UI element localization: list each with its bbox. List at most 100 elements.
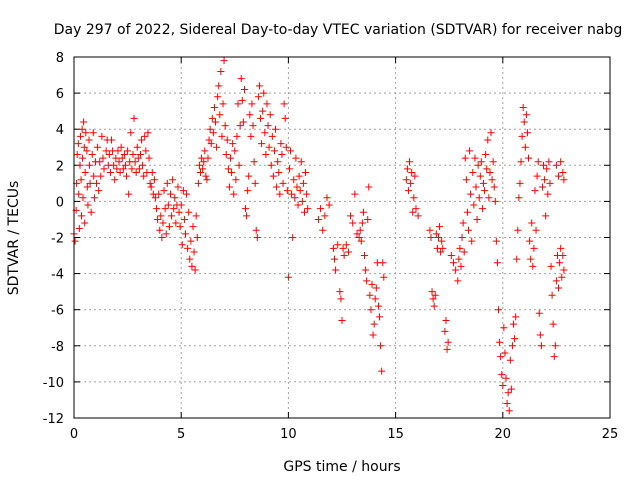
data-point <box>557 158 565 166</box>
data-point <box>138 136 146 144</box>
data-point <box>427 234 435 241</box>
data-point <box>502 374 510 382</box>
data-point <box>443 345 451 353</box>
data-point <box>86 179 94 187</box>
data-point <box>534 158 542 166</box>
data-point <box>447 252 455 260</box>
y-tick-label: -12 <box>43 412 64 427</box>
data-point <box>454 277 462 285</box>
data-point <box>99 154 107 162</box>
data-point <box>221 122 229 130</box>
data-point <box>513 255 521 263</box>
data-point <box>459 219 467 227</box>
data-point <box>127 129 135 137</box>
data-point <box>252 226 260 234</box>
data-point <box>262 150 270 158</box>
data-point <box>232 176 240 184</box>
data-point <box>231 147 239 155</box>
data-point <box>215 82 223 90</box>
data-point <box>458 234 466 241</box>
data-point <box>140 172 148 180</box>
data-point <box>121 161 129 169</box>
x-axis-label: GPS time / hours <box>283 459 400 475</box>
data-point <box>187 237 195 245</box>
data-point <box>261 129 269 137</box>
data-point <box>409 208 417 216</box>
data-point <box>191 266 199 274</box>
data-point <box>340 252 348 260</box>
data-point <box>295 172 303 180</box>
data-point <box>79 154 87 162</box>
data-points <box>70 57 568 415</box>
data-point <box>123 172 131 180</box>
data-point <box>442 317 450 325</box>
data-point <box>527 255 535 263</box>
data-point <box>263 100 271 108</box>
data-point <box>112 154 120 162</box>
data-point <box>203 176 211 184</box>
data-point <box>362 266 370 274</box>
data-point <box>552 161 560 169</box>
data-point <box>473 215 481 223</box>
data-point <box>290 176 298 184</box>
data-point <box>529 262 537 270</box>
data-point <box>339 244 347 252</box>
data-point <box>93 179 101 187</box>
data-point <box>131 158 139 166</box>
data-point <box>151 194 159 202</box>
data-point <box>100 165 108 173</box>
data-point <box>80 143 88 151</box>
data-point <box>355 234 363 241</box>
data-point <box>545 158 553 166</box>
data-point <box>430 302 438 310</box>
data-point <box>344 248 352 256</box>
data-point <box>314 215 322 223</box>
data-point <box>481 187 489 195</box>
data-point <box>501 349 509 357</box>
data-point <box>518 132 526 140</box>
data-point <box>193 234 201 241</box>
data-point <box>94 143 102 151</box>
data-point <box>89 129 97 137</box>
data-point <box>71 237 79 245</box>
data-point <box>555 172 563 180</box>
data-point <box>520 118 528 126</box>
data-point <box>330 255 338 263</box>
data-point <box>560 176 568 184</box>
data-point <box>258 140 266 148</box>
data-point <box>496 338 504 346</box>
data-point <box>378 367 386 375</box>
data-point <box>198 154 206 162</box>
data-point <box>434 234 442 241</box>
data-point <box>195 161 203 169</box>
data-point <box>279 179 287 187</box>
data-point <box>145 154 153 162</box>
data-point <box>199 165 207 173</box>
y-tick-label: 4 <box>56 123 64 138</box>
data-point <box>158 234 166 241</box>
data-point <box>146 179 154 187</box>
data-point <box>183 190 191 198</box>
data-point <box>533 172 541 180</box>
data-point <box>478 205 486 213</box>
data-point <box>288 190 296 198</box>
x-tick-label: 0 <box>70 427 78 442</box>
data-point <box>486 169 494 177</box>
x-tick-label: 10 <box>280 427 297 442</box>
data-point <box>325 201 333 209</box>
data-point <box>491 197 499 205</box>
data-point <box>485 194 493 202</box>
data-point <box>79 194 87 202</box>
data-point <box>507 385 515 393</box>
data-point <box>259 107 267 115</box>
data-point <box>260 89 268 97</box>
data-point <box>228 169 236 177</box>
data-point <box>379 259 387 267</box>
data-point <box>512 313 520 321</box>
data-point <box>83 147 91 155</box>
data-point <box>283 187 291 195</box>
data-point <box>347 212 355 220</box>
data-point <box>244 187 252 195</box>
data-point <box>366 291 374 299</box>
data-point <box>441 327 449 335</box>
